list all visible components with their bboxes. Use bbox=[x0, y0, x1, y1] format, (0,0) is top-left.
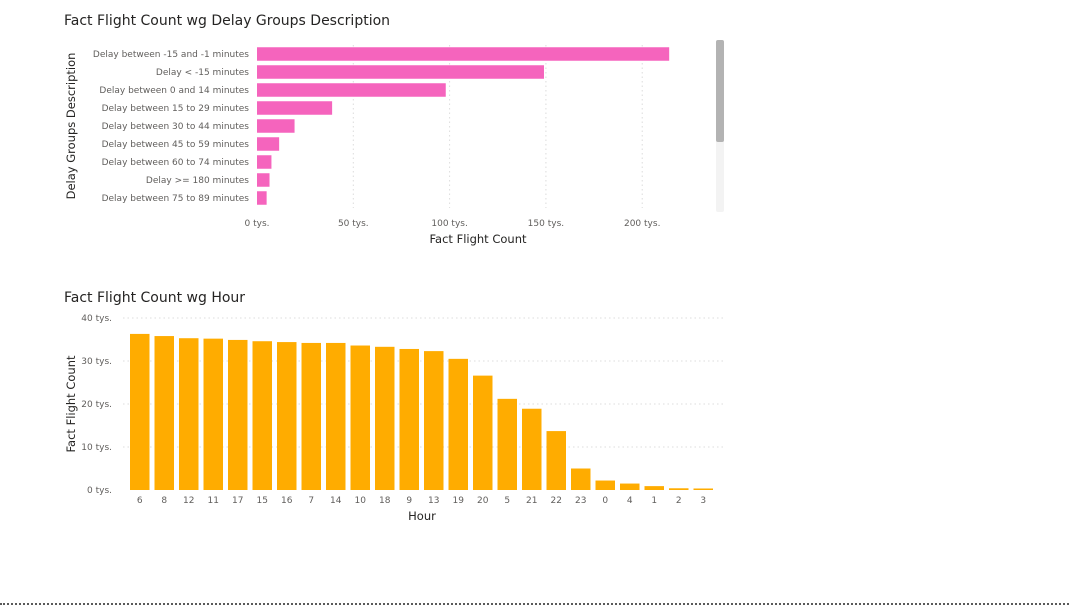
column-hour-10[interactable] bbox=[350, 345, 371, 490]
x-tick-label: 6 bbox=[137, 496, 143, 506]
column-hour-5[interactable] bbox=[497, 398, 518, 490]
x-tick-label: 19 bbox=[453, 496, 465, 506]
bar-delay-between-45-to-59-minutes[interactable] bbox=[257, 137, 280, 151]
x-tick-label: 23 bbox=[575, 496, 586, 506]
bar-delay-between-60-to-74-minutes[interactable] bbox=[257, 155, 272, 169]
x-tick-label: 11 bbox=[208, 496, 219, 506]
y-tick-label: 40 tys. bbox=[81, 314, 112, 324]
y-axis-title-fact-flight-count: Fact Flight Count bbox=[64, 355, 78, 452]
y-tick-label: 10 tys. bbox=[81, 443, 112, 453]
column-hour-23[interactable] bbox=[571, 468, 591, 491]
column-hour-16[interactable] bbox=[277, 342, 297, 490]
x-tick-label: 8 bbox=[161, 496, 167, 506]
x-tick-label: 22 bbox=[551, 496, 562, 506]
x-axis-title-fact-flight-count: Fact Flight Count bbox=[429, 232, 526, 246]
column-hour-15[interactable] bbox=[252, 341, 273, 490]
x-tick-label: 200 tys. bbox=[624, 219, 660, 229]
page-bottom-divider bbox=[0, 603, 1069, 605]
bar-delay-between-30-to-44-minutes[interactable] bbox=[257, 119, 295, 133]
x-tick-label: 100 tys. bbox=[431, 219, 467, 229]
column-hour-9[interactable] bbox=[399, 348, 420, 490]
x-tick-label: 3 bbox=[700, 496, 706, 506]
x-tick-label: 7 bbox=[308, 496, 314, 506]
column-hour-8[interactable] bbox=[154, 336, 175, 490]
y-tick-label: Delay between 45 to 59 minutes bbox=[102, 140, 250, 150]
y-tick-label: Delay between 30 to 44 minutes bbox=[102, 122, 250, 132]
column-hour-0[interactable] bbox=[595, 480, 616, 490]
y-axis-title-delay-groups: Delay Groups Description bbox=[64, 53, 78, 200]
x-tick-label: 14 bbox=[330, 496, 342, 506]
x-tick-label: 13 bbox=[428, 496, 439, 506]
y-tick-label: Delay between 15 to 29 minutes bbox=[102, 104, 250, 114]
y-tick-label: Delay between 0 and 14 minutes bbox=[99, 86, 249, 96]
column-hour-21[interactable] bbox=[522, 408, 542, 490]
column-hour-14[interactable] bbox=[326, 342, 346, 490]
x-tick-label: 16 bbox=[281, 496, 293, 506]
y-tick-label: Delay >= 180 minutes bbox=[146, 176, 249, 186]
column-hour-13[interactable] bbox=[424, 351, 444, 490]
y-tick-label: Delay between 60 to 74 minutes bbox=[102, 158, 250, 168]
y-tick-label: Delay between 75 to 89 minutes bbox=[102, 194, 250, 204]
y-tick-label: 0 tys. bbox=[87, 486, 112, 496]
x-tick-label: 50 tys. bbox=[338, 219, 369, 229]
column-hour-17[interactable] bbox=[228, 339, 248, 490]
x-tick-label: 1 bbox=[651, 496, 657, 506]
column-hour-18[interactable] bbox=[375, 346, 395, 490]
y-tick-label: Delay between -15 and -1 minutes bbox=[93, 50, 249, 60]
y-tick-label: 30 tys. bbox=[81, 357, 112, 367]
x-tick-label: 5 bbox=[504, 496, 510, 506]
y-tick-label: 20 tys. bbox=[81, 400, 112, 410]
x-tick-label: 12 bbox=[183, 496, 194, 506]
x-tick-label: 0 tys. bbox=[245, 219, 270, 229]
column-hour-2[interactable] bbox=[669, 488, 689, 490]
x-tick-label: 18 bbox=[379, 496, 391, 506]
x-tick-label: 2 bbox=[676, 496, 682, 506]
x-axis-title-hour: Hour bbox=[408, 509, 436, 523]
x-tick-label: 10 bbox=[355, 496, 367, 506]
bar-delay-between-0-and-14-minutes[interactable] bbox=[257, 83, 446, 97]
y-tick-label: Delay < -15 minutes bbox=[156, 68, 249, 78]
x-tick-label: 150 tys. bbox=[528, 219, 564, 229]
column-hour-1[interactable] bbox=[644, 486, 665, 490]
x-tick-label: 20 bbox=[477, 496, 489, 506]
column-hour-7[interactable] bbox=[301, 342, 322, 490]
column-hour-6[interactable] bbox=[130, 333, 150, 490]
chart-title-delay-groups: Fact Flight Count wg Delay Groups Descri… bbox=[64, 13, 391, 29]
column-hour-20[interactable] bbox=[473, 375, 493, 490]
chart-scrollbar[interactable] bbox=[716, 40, 724, 212]
bar-delay-between-15-and-1-minutes[interactable] bbox=[257, 47, 670, 61]
column-hour-22[interactable] bbox=[546, 431, 567, 490]
bar-delay-between-15-to-29-minutes[interactable] bbox=[257, 101, 333, 115]
scrollbar-thumb[interactable] bbox=[716, 40, 724, 142]
chart-title-hour: Fact Flight Count wg Hour bbox=[64, 290, 246, 306]
bar-delay-180-minutes[interactable] bbox=[257, 173, 270, 187]
bar-delay-15-minutes[interactable] bbox=[257, 65, 544, 79]
column-hour-19[interactable] bbox=[448, 358, 469, 490]
x-tick-label: 15 bbox=[257, 496, 268, 506]
column-hour-11[interactable] bbox=[203, 338, 224, 490]
x-tick-label: 4 bbox=[627, 496, 633, 506]
x-tick-label: 21 bbox=[526, 496, 537, 506]
column-hour-3[interactable] bbox=[693, 488, 714, 490]
x-tick-label: 0 bbox=[602, 496, 608, 506]
x-tick-label: 17 bbox=[232, 496, 243, 506]
column-hour-12[interactable] bbox=[179, 338, 199, 490]
bar-delay-between-75-to-89-minutes[interactable] bbox=[257, 191, 267, 205]
column-hour-4[interactable] bbox=[620, 483, 640, 490]
x-tick-label: 9 bbox=[406, 496, 412, 506]
